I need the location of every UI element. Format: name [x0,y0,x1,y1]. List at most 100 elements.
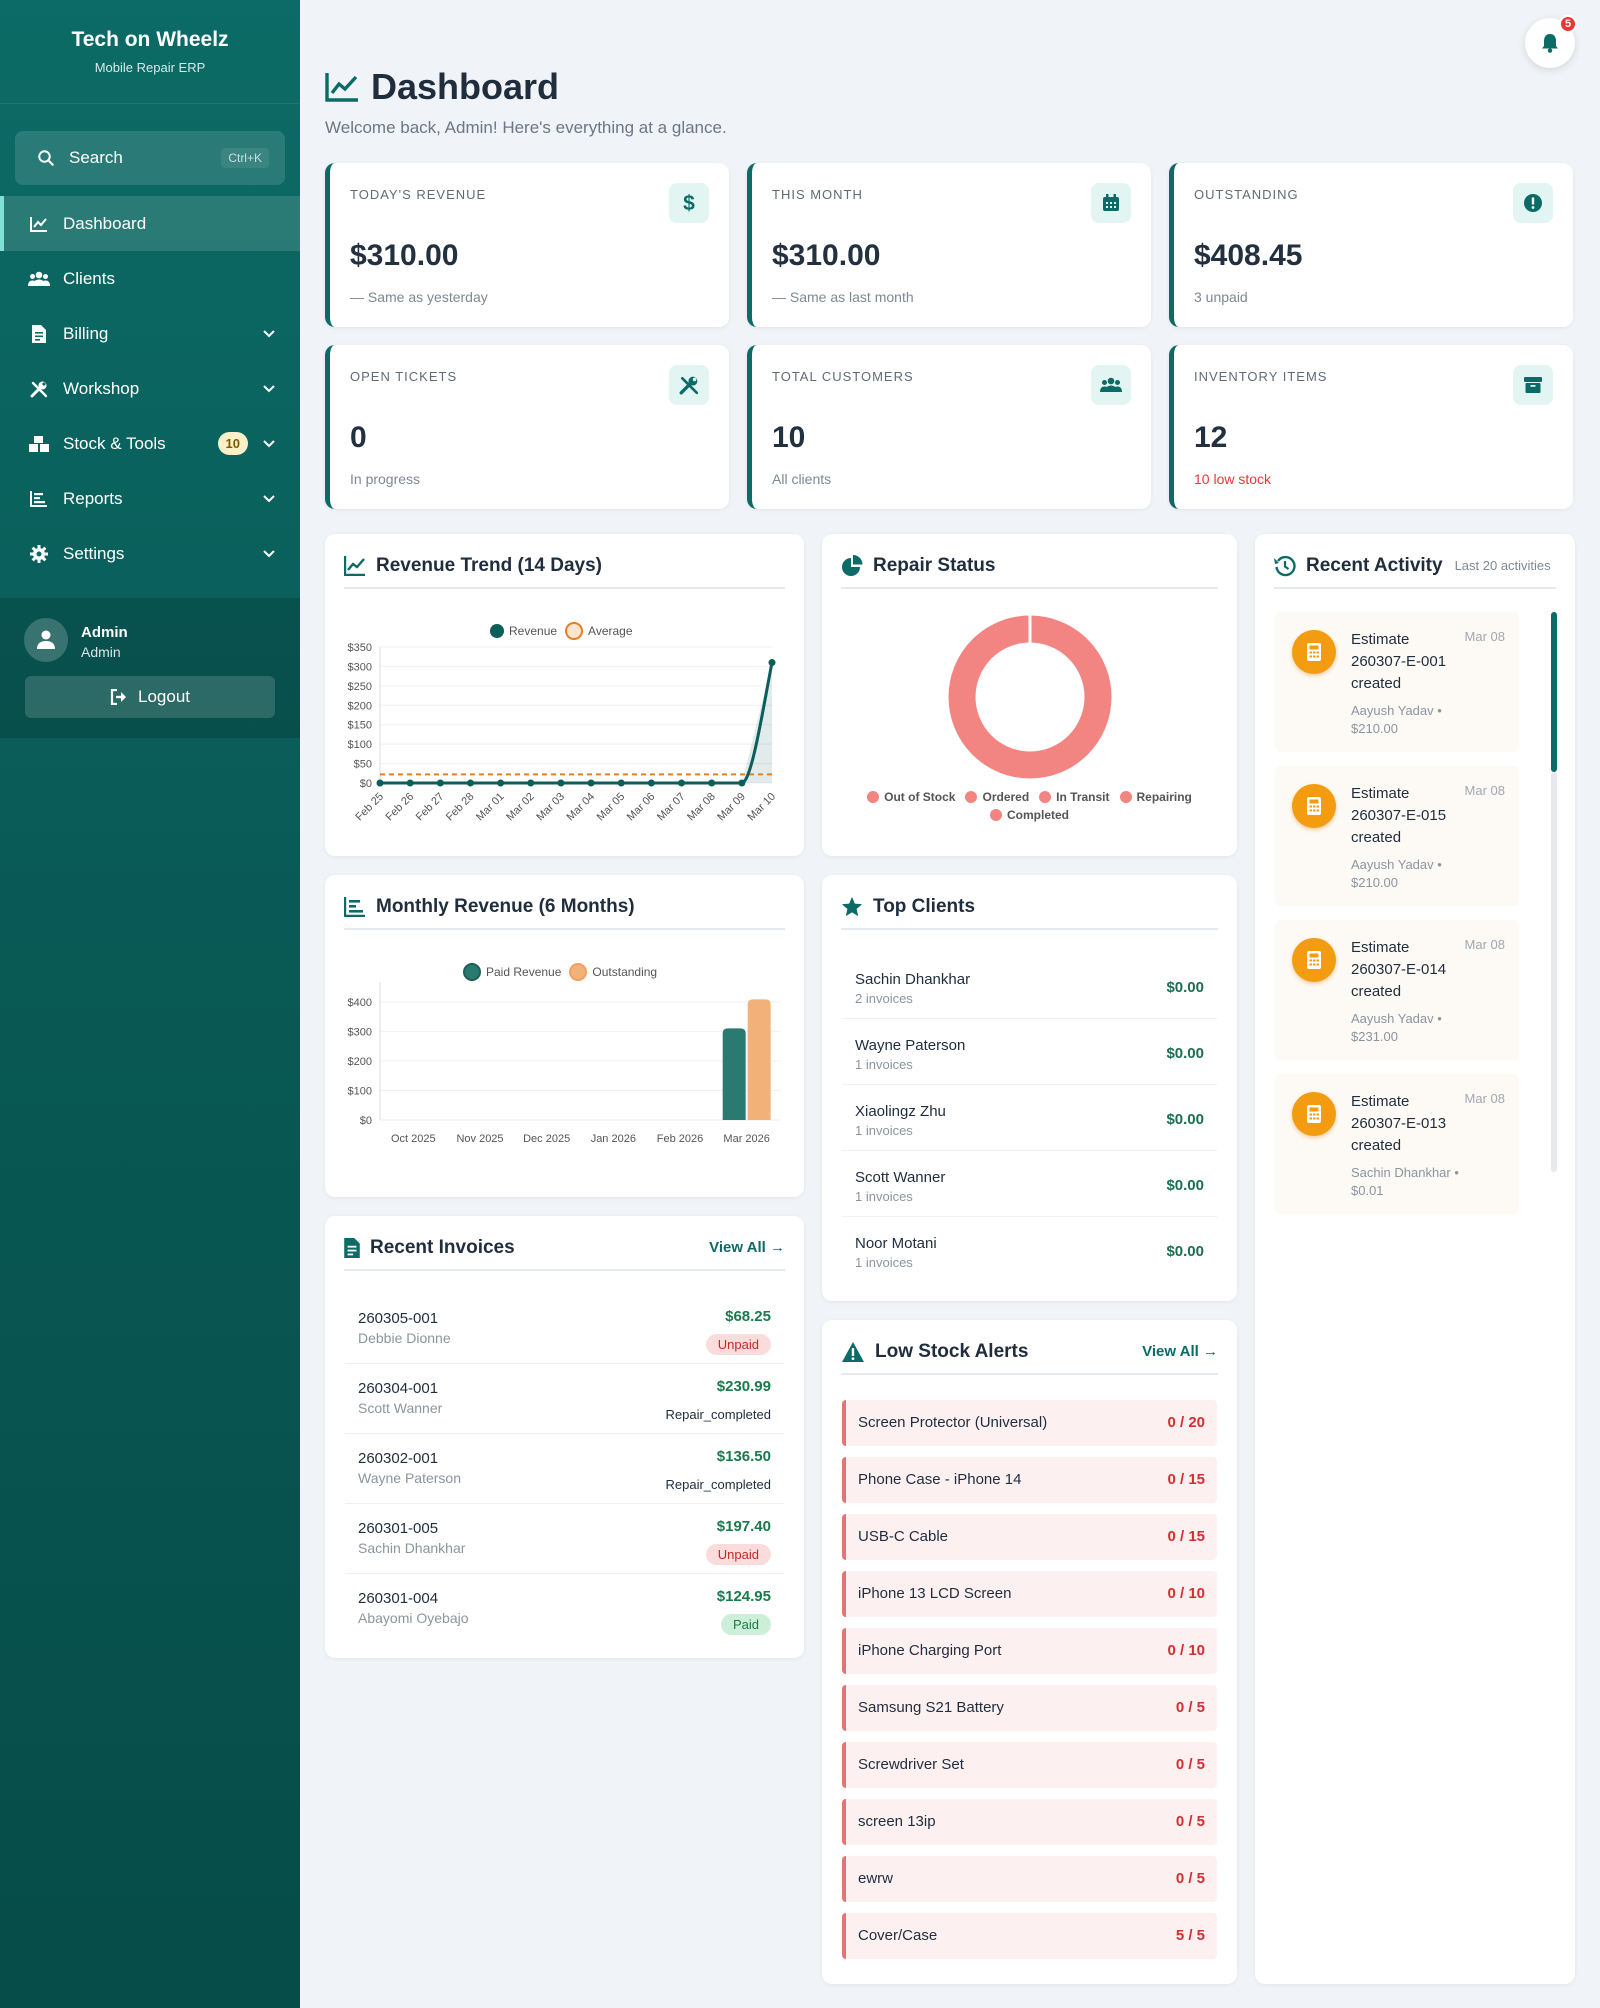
notifications-button[interactable]: 5 [1525,15,1577,68]
revenue-point [376,779,384,787]
list-item[interactable]: screen 13ip 0 / 5 [842,1799,1217,1845]
list-item[interactable]: Sachin Dhankhar 2 invoices $0.00 [842,953,1217,1019]
revenue-point [678,779,686,787]
sidebar-item-clients[interactable]: Clients [0,251,300,306]
activity-item[interactable]: Estimate 260307-E-014 created Mar 08 Aay… [1275,920,1519,1060]
stat-card-outstanding: OUTSTANDING $408.45 3 unpaid [1169,163,1573,327]
sidebar-item-reports[interactable]: Reports [0,471,300,526]
list-item[interactable]: iPhone Charging Port 0 / 10 [842,1628,1217,1674]
list-item[interactable]: Samsung S21 Battery 0 / 5 [842,1685,1217,1731]
activity-item[interactable]: Estimate 260307-E-013 created Mar 08 Sac… [1275,1074,1519,1214]
x-tick-label: Oct 2025 [391,1133,436,1145]
sidebar-item-dashboard[interactable]: Dashboard [0,196,300,251]
table-row[interactable]: 260304-001 Scott Wanner $230.99 Repair_c… [345,1364,784,1434]
calculator-icon [1292,630,1336,674]
page-title: Dashboard [325,66,559,108]
stat-label: OUTSTANDING [1194,187,1299,202]
activity-meta: Aayush Yadav • $210.00 [1351,703,1442,736]
star-icon [841,896,863,918]
box-icon [1513,365,1553,405]
x-tick-label: Dec 2025 [523,1133,570,1145]
stat-card-todays-revenue: TODAY'S REVENUE $ $310.00 — Same as yest… [325,163,729,327]
y-tick-label: $100 [348,1085,372,1097]
legend-item-paid-revenue: Paid Revenue [463,963,561,981]
activity-date: Mar 08 [1464,937,1505,952]
chart-line-icon [344,555,366,576]
search-icon [37,149,55,167]
search-shortcut: Ctrl+K [221,148,269,168]
table-row[interactable]: 260301-004 Abayomi Oyebajo $124.95 Paid [345,1574,784,1644]
list-item[interactable]: Scott Wanner 1 invoices $0.00 [842,1151,1217,1217]
repair-status-donut [948,614,1112,779]
sidebar: Tech on Wheelz Mobile Repair ERP Search … [0,0,300,2008]
card-header: Revenue Trend (14 Days) [344,554,785,589]
stock-item-name: ewrw [858,1870,894,1887]
status-badge: Repair_completed [665,1407,771,1422]
avatar [24,618,68,662]
list-item[interactable]: Screen Protector (Universal) 0 / 20 [842,1400,1217,1446]
client-invoices: 1 invoices [855,1057,913,1072]
stat-note: — Same as last month [772,289,914,305]
list-item[interactable]: USB-C Cable 0 / 15 [842,1514,1217,1560]
activity-item[interactable]: Estimate 260307-E-001 created Mar 08 Aay… [1275,612,1519,752]
table-row[interactable]: 260305-001 Debbie Dionne $68.25 Unpaid [345,1294,784,1364]
stat-value: 12 [1194,421,1228,454]
stat-note: All clients [772,471,832,487]
chart-line-icon [28,216,50,232]
view-all-invoices-link[interactable]: View All → [709,1239,785,1256]
stat-label: INVENTORY ITEMS [1194,369,1328,384]
legend-item-revenue: Revenue [490,624,557,638]
client-amount: $0.00 [1166,1243,1204,1260]
logout-button[interactable]: Logout [25,676,275,718]
y-tick-label: $300 [348,661,372,673]
file-invoice-icon [344,1237,360,1258]
sidebar-item-billing[interactable]: Billing [0,306,300,361]
sidebar-item-stock-tools[interactable]: Stock & Tools 10 [0,416,300,471]
list-item[interactable]: Wayne Paterson 1 invoices $0.00 [842,1019,1217,1085]
list-item[interactable]: Cover/Case 5 / 5 [842,1913,1217,1959]
stock-item-qty: 0 / 10 [1167,1585,1205,1602]
activity-item[interactable]: Estimate 260307-E-015 created Mar 08 Aay… [1275,766,1519,906]
stat-card-open-tickets: OPEN TICKETS 0 In progress [325,345,729,509]
stat-value: 10 [772,421,806,454]
stock-item-name: Cover/Case [858,1927,938,1944]
revenue-point [557,779,565,787]
invoice-client: Sachin Dhankhar [358,1540,466,1556]
brand-name: Tech on Wheelz [71,28,229,51]
stock-item-name: screen 13ip [858,1813,936,1830]
activity-scrollbar[interactable] [1551,612,1557,772]
legend-item-outstanding: Outstanding [569,963,657,981]
invoice-client: Abayomi Oyebajo [358,1610,469,1626]
activity-scrollbar-track[interactable] [1551,772,1557,1172]
sidebar-item-settings[interactable]: Settings [0,526,300,581]
calculator-icon [1292,1092,1336,1136]
y-tick-label: $0 [360,778,372,790]
list-item[interactable]: iPhone 13 LCD Screen 0 / 10 [842,1571,1217,1617]
bell-icon [1541,33,1559,53]
table-row[interactable]: 260301-005 Sachin Dhankhar $197.40 Unpai… [345,1504,784,1574]
search-button[interactable]: Search Ctrl+K [15,131,285,185]
client-name: Sachin Dhankhar [855,971,971,988]
x-tick-label: Mar 02 [504,791,537,824]
table-row[interactable]: 260302-001 Wayne Paterson $136.50 Repair… [345,1434,784,1504]
chevron-down-icon [262,384,276,394]
y-tick-label: $0 [360,1115,372,1127]
legend-swatch [1119,791,1132,803]
logout-label: Logout [138,687,190,706]
client-name: Scott Wanner [855,1169,946,1186]
sidebar-item-workshop[interactable]: Workshop [0,361,300,416]
stock-item-qty: 0 / 5 [1175,1699,1205,1716]
file-invoice-icon [28,324,50,343]
activity-date: Mar 08 [1464,783,1505,798]
list-item[interactable]: ewrw 0 / 5 [842,1856,1217,1902]
brand: Tech on Wheelz Mobile Repair ERP [0,0,300,104]
stat-card-this-month: THIS MONTH $310.00 — Same as last month [747,163,1151,327]
list-item[interactable]: Phone Case - iPhone 14 0 / 15 [842,1457,1217,1503]
stat-note: 10 low stock [1194,471,1272,487]
legend-label: In Transit [1056,790,1110,804]
legend-swatch [867,791,880,803]
list-item[interactable]: Xiaolingz Zhu 1 invoices $0.00 [842,1085,1217,1151]
view-all-stock-link[interactable]: View All → [1142,1343,1218,1360]
list-item[interactable]: Screwdriver Set 0 / 5 [842,1742,1217,1788]
list-item[interactable]: Noor Motani 1 invoices $0.00 [842,1217,1217,1283]
